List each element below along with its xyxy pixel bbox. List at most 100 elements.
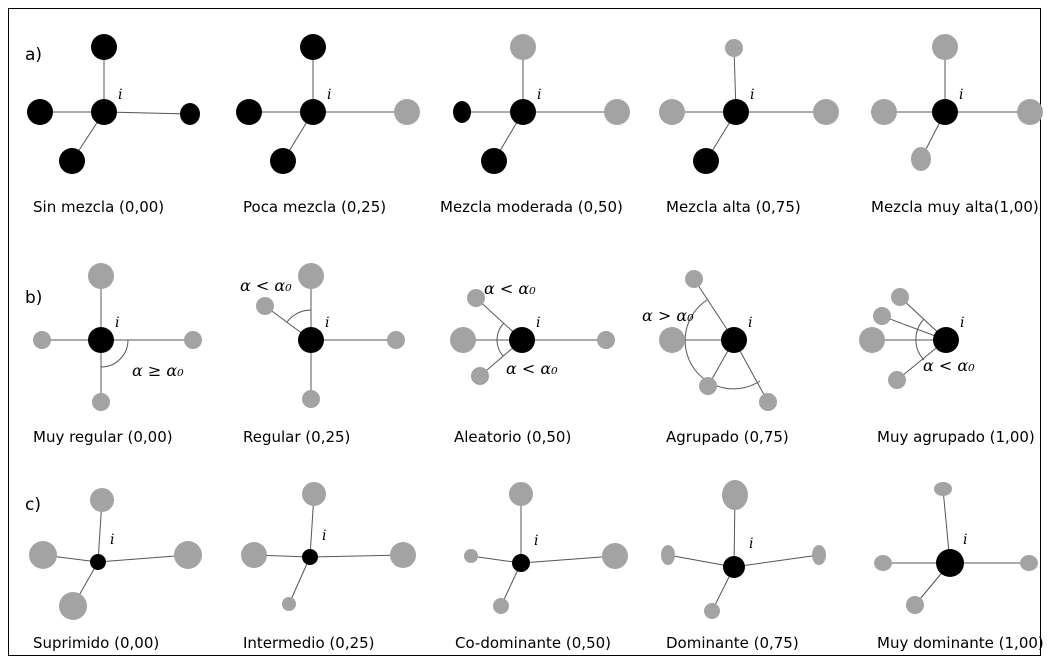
neighbor-node [29, 541, 57, 569]
neighbor-node [387, 331, 405, 349]
caption-a5: Mezcla muy alta(1,00) [871, 198, 1039, 216]
neighbor-node [659, 99, 685, 125]
panel-b2: i α < α₀ [240, 263, 405, 408]
angle-arc [286, 309, 312, 323]
neighbor-node [27, 99, 53, 125]
focal-label: i [118, 87, 122, 103]
neighbor-node [302, 390, 320, 408]
neighbor-node [888, 371, 906, 389]
angle-label: α > α₀ [642, 306, 694, 325]
panel-a5: i [871, 34, 1043, 171]
neighbor-node [467, 289, 485, 307]
neighbor-node [298, 263, 324, 289]
neighbor-node [604, 99, 630, 125]
focal-tree-node [88, 327, 114, 353]
focal-label: i [750, 87, 754, 103]
angle-arc [915, 318, 925, 361]
neighbor-node [891, 288, 909, 306]
neighbor-node [873, 307, 891, 325]
focal-label: i [749, 536, 753, 552]
neighbor-node [661, 545, 675, 565]
focal-label: i [963, 532, 967, 548]
caption-b4: Agrupado (0,75) [666, 428, 789, 446]
neighbor-node [759, 393, 777, 411]
neighbor-node [509, 482, 533, 506]
focal-tree-node [91, 99, 117, 125]
angle-arc [100, 339, 129, 368]
panel-b1: i α ≥ α₀ [33, 263, 202, 411]
row-label-a: a) [25, 45, 42, 65]
panel-c5: i [874, 482, 1038, 614]
focal-tree-node [933, 327, 959, 353]
angle-label: α < α₀ [484, 279, 536, 298]
panel-b5: i α < α₀ [859, 288, 975, 389]
neighbor-node [685, 270, 703, 288]
focal-label: i [110, 532, 114, 548]
focal-tree-node [90, 554, 106, 570]
angle-arc [496, 339, 504, 357]
neighbor-node [481, 148, 507, 174]
focal-label: i [325, 315, 329, 331]
focal-label: i [537, 87, 541, 103]
neighbor-node [464, 549, 478, 563]
neighbor-node [282, 597, 296, 611]
neighbor-node [394, 99, 420, 125]
focal-label: i [534, 533, 538, 549]
neighbor-node [932, 34, 958, 60]
angle-label: α < α₀ [506, 359, 558, 378]
neighbor-node [693, 148, 719, 174]
focal-tree-node [512, 554, 530, 572]
neighbor-node [813, 99, 839, 125]
neighbor-node [184, 331, 202, 349]
neighbor-node [493, 598, 509, 614]
neighbor-node [722, 480, 748, 510]
focal-tree-node [721, 327, 747, 353]
focal-tree-node [302, 549, 318, 565]
focal-label: i [959, 87, 963, 103]
focal-tree-node [723, 99, 749, 125]
caption-a2: Poca mezcla (0,25) [243, 198, 386, 216]
focal-tree-node [509, 327, 535, 353]
figure-frame [8, 8, 1041, 656]
angle-arc [684, 299, 761, 390]
neighbor-node [510, 34, 536, 60]
neighbor-node [812, 545, 826, 565]
neighbor-node [1020, 555, 1038, 571]
neighbor-node [180, 103, 200, 125]
angle-label: α ≥ α₀ [132, 361, 184, 380]
neighbor-node [90, 488, 114, 512]
neighbor-node [597, 331, 615, 349]
neighbor-node [302, 482, 326, 506]
focal-label: i [536, 315, 540, 331]
focal-label: i [322, 528, 326, 544]
caption-b2: Regular (0,25) [243, 428, 350, 446]
neighbor-node [256, 297, 274, 315]
neighbor-node [934, 482, 952, 496]
panel-c2: i [241, 482, 416, 611]
neighbor-node [453, 101, 471, 123]
row-label-c: c) [25, 495, 41, 515]
neighbor-node [659, 327, 685, 353]
neighbor-node [704, 603, 720, 619]
focal-tree-node [932, 99, 958, 125]
caption-c1: Suprimido (0,00) [33, 634, 159, 652]
panel-b3: i α < α₀ α < α₀ [450, 279, 615, 385]
focal-tree-node [723, 556, 745, 578]
neighbor-node [859, 327, 885, 353]
neighbor-node [874, 555, 892, 571]
panel-c3: i [464, 482, 628, 614]
focal-label: i [748, 315, 752, 331]
neighbor-node [602, 543, 628, 569]
caption-c5: Muy dominante (1,00) [877, 634, 1044, 652]
panel-c4: i [661, 480, 826, 619]
caption-a4: Mezcla alta (0,75) [666, 198, 801, 216]
angle-label: α < α₀ [923, 356, 975, 375]
caption-a3: Mezcla moderada (0,50) [440, 198, 623, 216]
neighbor-node [390, 542, 416, 568]
neighbor-node [59, 148, 85, 174]
neighbor-node [59, 592, 87, 620]
panel-c1: i [29, 488, 202, 620]
neighbor-node [92, 393, 110, 411]
angle-label: α < α₀ [240, 276, 292, 295]
focal-tree-node [936, 549, 964, 577]
